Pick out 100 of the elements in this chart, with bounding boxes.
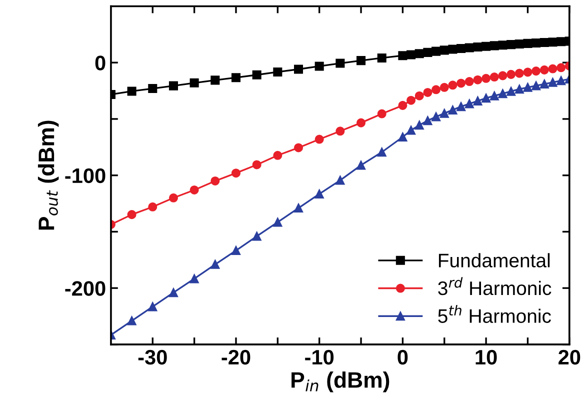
point bbox=[423, 48, 432, 57]
point bbox=[168, 81, 178, 90]
point bbox=[127, 316, 136, 326]
point bbox=[377, 148, 386, 157]
point bbox=[273, 67, 282, 76]
point bbox=[456, 78, 466, 88]
point bbox=[190, 185, 199, 195]
x-tick-label: 20 bbox=[558, 350, 580, 365]
point bbox=[148, 84, 158, 94]
point bbox=[356, 160, 366, 170]
point bbox=[482, 42, 491, 51]
x-tick-label: -30 bbox=[138, 350, 167, 365]
x-axis-title: P$_{in}$ (dBm) bbox=[292, 372, 390, 392]
point bbox=[406, 96, 416, 105]
point bbox=[514, 39, 524, 49]
point bbox=[556, 37, 566, 46]
legend-label: 5$^{th}$ Harmonic bbox=[438, 305, 551, 324]
point bbox=[456, 44, 466, 54]
point bbox=[148, 202, 158, 212]
point bbox=[377, 53, 386, 62]
point bbox=[532, 81, 541, 90]
point bbox=[498, 40, 508, 50]
point bbox=[414, 91, 424, 100]
point bbox=[406, 50, 416, 60]
point bbox=[440, 108, 449, 118]
point bbox=[190, 274, 199, 284]
point bbox=[473, 42, 482, 52]
point bbox=[482, 94, 491, 103]
x-tick-label: 0 bbox=[398, 350, 408, 365]
point bbox=[210, 260, 220, 269]
point bbox=[273, 218, 282, 227]
point bbox=[506, 86, 516, 96]
point bbox=[432, 46, 441, 56]
point bbox=[168, 193, 178, 202]
point bbox=[432, 112, 441, 122]
point bbox=[414, 120, 424, 130]
y-tick-label: -200 bbox=[65, 281, 106, 296]
point bbox=[548, 78, 558, 87]
point bbox=[556, 63, 566, 72]
x-tick-label: 10 bbox=[476, 350, 497, 365]
point bbox=[448, 80, 458, 90]
point bbox=[148, 302, 158, 312]
point bbox=[231, 73, 241, 82]
point bbox=[464, 43, 474, 52]
point bbox=[406, 126, 416, 135]
point bbox=[294, 64, 304, 74]
point bbox=[336, 176, 345, 185]
point bbox=[523, 82, 532, 92]
point bbox=[168, 288, 178, 298]
point bbox=[506, 70, 516, 79]
point bbox=[252, 232, 262, 241]
point bbox=[540, 65, 549, 74]
point bbox=[231, 168, 241, 178]
point bbox=[540, 80, 549, 89]
point bbox=[473, 75, 482, 84]
point bbox=[398, 132, 408, 142]
x-tick-label: -20 bbox=[222, 350, 250, 365]
point bbox=[190, 78, 199, 88]
point bbox=[440, 82, 449, 92]
point bbox=[473, 96, 482, 106]
point bbox=[548, 64, 558, 74]
point bbox=[490, 72, 499, 82]
point bbox=[377, 109, 386, 118]
point bbox=[414, 49, 424, 58]
point bbox=[127, 86, 136, 96]
point bbox=[556, 76, 566, 86]
point bbox=[490, 91, 499, 100]
point bbox=[432, 85, 441, 94]
point bbox=[210, 76, 220, 85]
point bbox=[273, 150, 282, 160]
y-tick-label: 0 bbox=[95, 56, 106, 70]
point bbox=[464, 99, 474, 108]
point bbox=[356, 56, 366, 66]
point bbox=[532, 38, 541, 48]
point bbox=[523, 68, 532, 77]
point bbox=[514, 84, 524, 94]
point bbox=[423, 116, 432, 126]
point bbox=[294, 204, 304, 213]
point bbox=[548, 38, 558, 47]
point bbox=[523, 38, 532, 48]
point bbox=[448, 44, 458, 54]
point bbox=[314, 189, 324, 198]
point bbox=[336, 126, 345, 136]
legend-label: Fundamental bbox=[438, 253, 550, 268]
point bbox=[252, 160, 262, 170]
point bbox=[490, 41, 499, 50]
point bbox=[482, 74, 491, 83]
point bbox=[448, 105, 458, 114]
legend-label: 3$^{rd}$ Harmonic bbox=[438, 277, 552, 296]
point bbox=[456, 102, 466, 112]
point bbox=[498, 89, 508, 98]
point bbox=[252, 70, 262, 80]
point bbox=[514, 68, 524, 78]
point bbox=[336, 58, 345, 68]
point bbox=[127, 210, 136, 220]
point bbox=[440, 46, 449, 55]
point bbox=[532, 66, 541, 76]
point bbox=[498, 71, 508, 80]
x-tick-label: -10 bbox=[305, 350, 334, 365]
point bbox=[314, 62, 324, 71]
